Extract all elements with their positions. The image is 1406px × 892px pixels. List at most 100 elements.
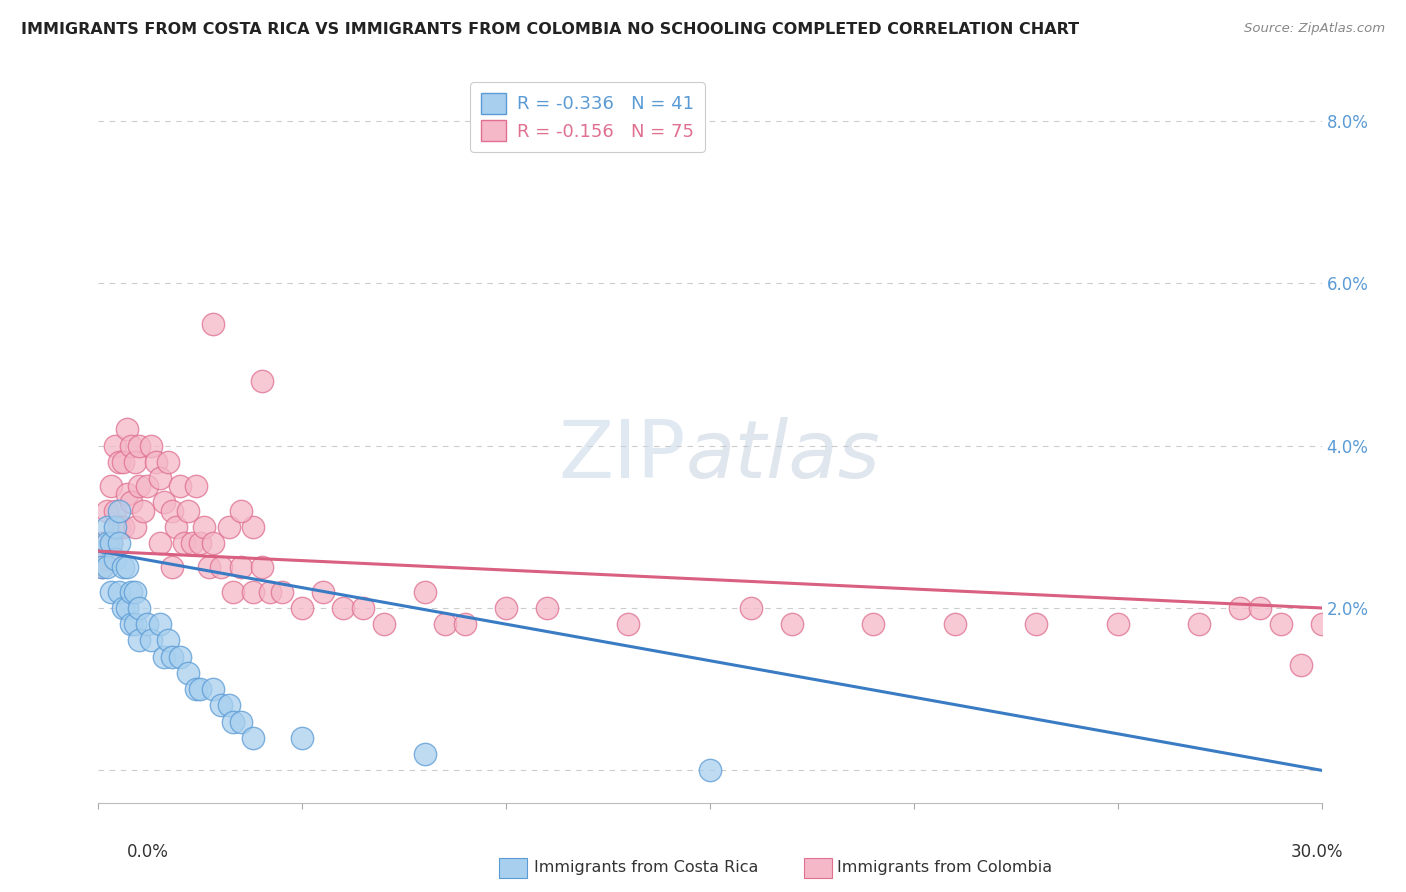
Point [100, 536, 122, 550]
Point [136, 479, 159, 493]
Point [128, 601, 150, 615]
Text: 30.0%: 30.0% [1291, 843, 1343, 861]
Point [96, 560, 118, 574]
Point [177, 665, 200, 680]
Point [111, 560, 134, 574]
Point [141, 439, 163, 453]
Point [242, 584, 264, 599]
Point [169, 479, 191, 493]
Point [181, 536, 204, 550]
Point [160, 649, 183, 664]
Point [291, 731, 314, 745]
Point [259, 584, 281, 599]
Point [111, 601, 134, 615]
Point [104, 520, 127, 534]
Point [1249, 601, 1271, 615]
Point [250, 374, 273, 388]
Point [111, 520, 134, 534]
Point [169, 649, 191, 664]
Point [193, 520, 215, 534]
Point [231, 503, 253, 517]
Point [96, 552, 118, 566]
Point [108, 520, 131, 534]
Point [231, 714, 253, 729]
Point [413, 584, 436, 599]
Text: Immigrants from Colombia: Immigrants from Colombia [837, 860, 1052, 874]
Point [373, 617, 395, 632]
Point [115, 487, 138, 501]
Point [128, 479, 150, 493]
Point [699, 764, 721, 778]
Point [173, 536, 195, 550]
Point [270, 584, 294, 599]
Point [120, 584, 142, 599]
Point [91, 536, 114, 550]
Point [1188, 617, 1211, 632]
Point [160, 503, 183, 517]
Legend: R = -0.336   N = 41, R = -0.156   N = 75: R = -0.336 N = 41, R = -0.156 N = 75 [471, 82, 704, 152]
Point [222, 714, 245, 729]
Point [1270, 617, 1292, 632]
Point [136, 617, 159, 632]
Point [100, 584, 122, 599]
Point [231, 560, 253, 574]
Text: atlas: atlas [686, 417, 880, 495]
Point [91, 544, 114, 558]
Point [413, 747, 436, 761]
Point [96, 536, 118, 550]
Point [124, 455, 146, 469]
Point [454, 617, 477, 632]
Point [115, 601, 138, 615]
Point [108, 455, 131, 469]
Point [943, 617, 966, 632]
Point [352, 601, 374, 615]
Point [312, 584, 335, 599]
Point [1107, 617, 1129, 632]
Point [177, 503, 200, 517]
Point [120, 495, 142, 509]
Point [120, 439, 142, 453]
Text: 0.0%: 0.0% [127, 843, 169, 861]
Point [152, 495, 174, 509]
Point [332, 601, 354, 615]
Point [209, 560, 232, 574]
Point [165, 520, 187, 534]
Point [1229, 601, 1251, 615]
Point [201, 536, 224, 550]
Point [218, 520, 240, 534]
Point [145, 455, 167, 469]
Point [111, 455, 134, 469]
Point [91, 560, 114, 574]
Point [108, 503, 131, 517]
Point [197, 560, 219, 574]
Point [149, 471, 172, 485]
Point [156, 455, 179, 469]
Point [115, 422, 138, 436]
Point [104, 552, 127, 566]
Point [291, 601, 314, 615]
Point [218, 698, 240, 713]
Point [780, 617, 803, 632]
Point [91, 560, 114, 574]
Point [124, 617, 146, 632]
Point [132, 503, 155, 517]
Text: Source: ZipAtlas.com: Source: ZipAtlas.com [1244, 22, 1385, 36]
Point [617, 617, 640, 632]
Point [434, 617, 457, 632]
Point [209, 698, 232, 713]
Point [96, 520, 118, 534]
Point [201, 682, 224, 697]
Point [124, 520, 146, 534]
Point [160, 560, 183, 574]
Text: IMMIGRANTS FROM COSTA RICA VS IMMIGRANTS FROM COLOMBIA NO SCHOOLING COMPLETED CO: IMMIGRANTS FROM COSTA RICA VS IMMIGRANTS… [21, 22, 1080, 37]
Point [740, 601, 762, 615]
Point [152, 649, 174, 664]
Point [222, 584, 245, 599]
Point [250, 560, 273, 574]
Point [100, 536, 122, 550]
Point [149, 536, 172, 550]
Point [124, 584, 146, 599]
Point [242, 731, 264, 745]
Point [242, 520, 264, 534]
Point [96, 503, 118, 517]
